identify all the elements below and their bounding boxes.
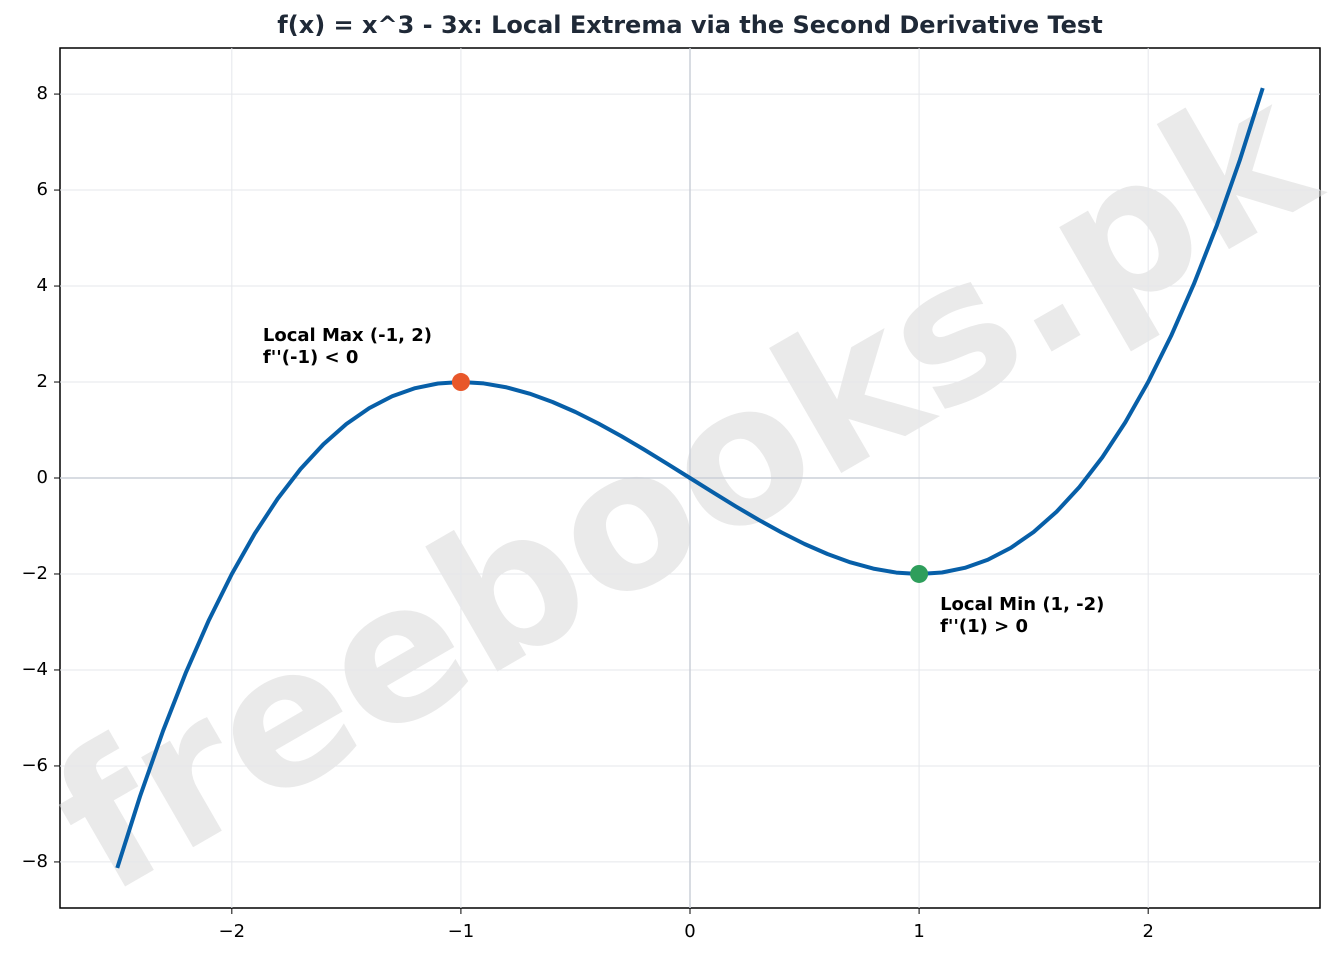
extremum-point <box>451 373 470 392</box>
x-tick-label: −2 <box>219 921 246 942</box>
watermark: freebooks.pk <box>20 40 1335 936</box>
line <box>115 87 1265 869</box>
y-tick-label: 4 <box>37 275 48 296</box>
annotation-note: f''(1) > 0 <box>940 616 1028 637</box>
y-tick-label: 6 <box>37 179 48 200</box>
x-tick-label: 0 <box>684 921 695 942</box>
annotation-label: Local Max (-1, 2) <box>263 325 432 346</box>
y-tick-label: −2 <box>21 563 48 584</box>
y-tick-label: −4 <box>21 659 48 680</box>
y-tick-label: 8 <box>37 83 48 104</box>
chart-title: f(x) = x^3 - 3x: Local Extrema via the S… <box>277 11 1102 39</box>
y-tick-label: −6 <box>21 755 48 776</box>
x-tick-label: 1 <box>913 921 924 942</box>
y-tick-label: 0 <box>37 467 48 488</box>
y-tick-label: 2 <box>37 371 48 392</box>
annotation-note: f''(-1) < 0 <box>263 347 358 368</box>
y-tick-label: −8 <box>21 851 48 872</box>
x-tick-label: −1 <box>448 921 475 942</box>
x-tick-label: 2 <box>1142 921 1153 942</box>
annotation-label: Local Min (1, -2) <box>940 594 1104 615</box>
extremum-point <box>910 564 929 583</box>
